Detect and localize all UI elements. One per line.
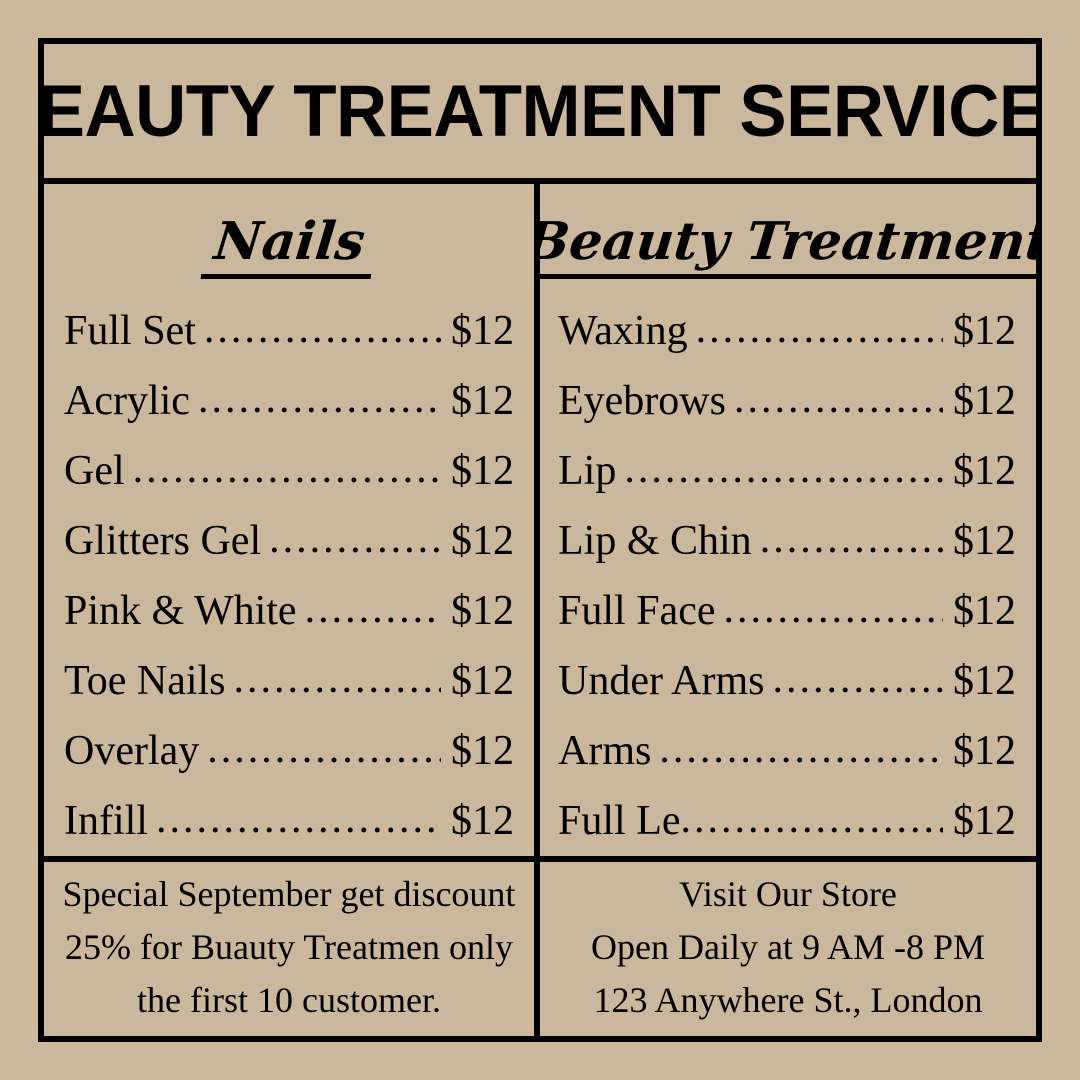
list-item: Full Face .................... $12: [558, 576, 1016, 646]
item-price: $12: [953, 798, 1016, 844]
item-name: Lip: [558, 448, 617, 494]
beauty-treatment-item-list: Waxing ....................... $12 Eyebr…: [558, 296, 1016, 856]
item-price: $12: [451, 518, 514, 564]
section-header-beauty-treatment-label: Beauty Treatment: [540, 211, 1036, 279]
item-name: Glitters Gel: [64, 518, 262, 564]
item-price: $12: [953, 378, 1016, 424]
item-name: Pink & White: [64, 588, 297, 634]
item-price: $12: [953, 728, 1016, 774]
dot-leader: ............................: [132, 446, 441, 492]
item-name: Gel: [64, 448, 125, 494]
item-name: Arms: [558, 728, 652, 774]
menu-column-beauty-treatment: Beauty Treatment Waxing ................…: [540, 184, 1036, 856]
item-name: Full Le: [558, 798, 681, 844]
dot-leader: ....................: [233, 656, 441, 702]
item-price: $12: [451, 448, 514, 494]
dot-leader: ...................: [733, 376, 943, 422]
item-price: $12: [451, 728, 514, 774]
item-price: $12: [451, 658, 514, 704]
item-price: $12: [953, 658, 1016, 704]
dot-leader: .......................: [203, 306, 441, 352]
dot-leader: ...............: [772, 656, 943, 702]
item-price: $12: [953, 308, 1016, 354]
nails-item-list: Full Set ....................... $12 Acr…: [64, 296, 514, 856]
item-price: $12: [451, 798, 514, 844]
list-item: Lip ............................ $12: [558, 436, 1016, 506]
list-item: Pink & White .............. $12: [64, 576, 514, 646]
dot-leader: ............................: [624, 446, 943, 492]
store-info-line: 123 Anywhere St., London: [593, 980, 983, 1020]
list-item: Lip & Chin ................. $12: [558, 506, 1016, 576]
title-band: BEAUTY TREATMENT SERVICES: [44, 44, 1036, 184]
dot-leader: .................: [759, 516, 943, 562]
item-name: Lip & Chin: [558, 518, 752, 564]
list-item: Waxing ....................... $12: [558, 296, 1016, 366]
item-name: Acrylic: [64, 378, 190, 424]
list-item: Full Set ....................... $12: [64, 296, 514, 366]
dot-leader: ........................: [197, 376, 441, 422]
item-name: Full Face: [558, 588, 716, 634]
item-name: Infill: [64, 798, 148, 844]
item-name: Overlay: [64, 728, 200, 774]
list-item: Under Arms ............... $12: [558, 646, 1016, 716]
footer-body: Special September get discount 25% for B…: [44, 862, 1036, 1041]
dot-leader: ..............: [304, 586, 441, 632]
page-title: BEAUTY TREATMENT SERVICES: [44, 70, 1036, 152]
section-header-nails-label: Nails: [200, 211, 378, 279]
list-item: Infill ........................... $12: [64, 786, 514, 856]
item-name: Toe Nails: [64, 658, 226, 704]
item-price: $12: [953, 518, 1016, 564]
list-item: Acrylic ........................ $12: [64, 366, 514, 436]
item-price: $12: [953, 448, 1016, 494]
item-name: Waxing: [558, 308, 688, 354]
item-price: $12: [953, 588, 1016, 634]
dot-leader: ...........................: [155, 796, 441, 842]
dot-leader: ..........................: [659, 726, 943, 772]
dot-leader: ....................: [723, 586, 943, 632]
list-item: Overlay ....................... $12: [64, 716, 514, 786]
menu-column-nails: Nails Full Set ....................... $…: [44, 184, 540, 856]
promo-note: Special September get discount 25% for B…: [44, 862, 540, 1041]
list-item: Full Le ........................ $12: [558, 786, 1016, 856]
dot-leader: ..................: [269, 516, 441, 562]
store-info: Visit Our Store Open Daily at 9 AM -8 PM…: [540, 862, 1036, 1041]
list-item: Arms .......................... $12: [558, 716, 1016, 786]
section-header-beauty-treatment: Beauty Treatment: [540, 204, 1036, 290]
menu-body: Nails Full Set ....................... $…: [44, 184, 1036, 862]
item-price: $12: [451, 588, 514, 634]
promo-line: 25% for Buauty Treatmen only: [65, 927, 513, 967]
list-item: Gel ............................ $12: [64, 436, 514, 506]
section-header-nails: Nails: [64, 204, 514, 290]
promo-line: the first 10 customer.: [137, 980, 441, 1020]
store-info-line: Open Daily at 9 AM -8 PM: [591, 927, 985, 967]
dot-leader: .......................: [695, 306, 943, 352]
store-info-line: Visit Our Store: [679, 874, 897, 914]
item-name: Under Arms: [558, 658, 765, 704]
price-list-poster: BEAUTY TREATMENT SERVICES Nails Full Set…: [38, 38, 1042, 1042]
item-price: $12: [451, 308, 514, 354]
item-price: $12: [451, 378, 514, 424]
item-name: Eyebrows: [558, 378, 726, 424]
list-item: Glitters Gel .................. $12: [64, 506, 514, 576]
promo-line: Special September get discount: [62, 874, 516, 914]
dot-leader: .......................: [207, 726, 441, 772]
list-item: Eyebrows ................... $12: [558, 366, 1016, 436]
dot-leader: ........................: [680, 796, 944, 842]
item-name: Full Set: [64, 308, 196, 354]
list-item: Toe Nails .................... $12: [64, 646, 514, 716]
